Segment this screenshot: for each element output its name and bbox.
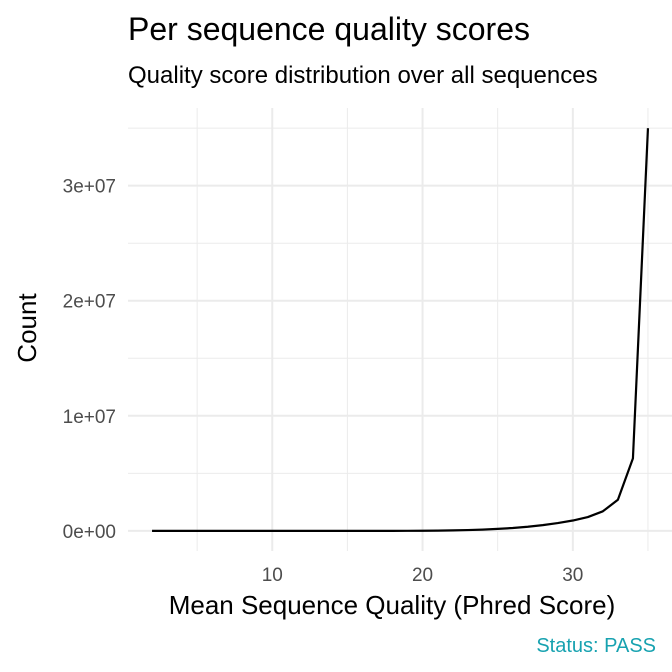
y-tick-label: 2e+07: [63, 292, 116, 313]
x-tick-label: 10: [262, 565, 283, 586]
x-tick-label: 20: [412, 565, 433, 586]
chart-title: Per sequence quality scores: [128, 11, 530, 47]
y-tick-label: 1e+07: [63, 407, 116, 428]
status-caption: Status: PASS: [536, 635, 656, 657]
plot-area: [152, 128, 650, 532]
y-tick-label: 0e+00: [63, 522, 116, 543]
x-axis-title: Mean Sequence Quality (Phred Score): [169, 590, 616, 620]
y-axis-title: Count: [12, 293, 42, 363]
x-tick-label: 30: [562, 565, 583, 586]
grid: [128, 108, 672, 551]
y-tick-label: 3e+07: [63, 177, 116, 198]
tick-labels: 10 20 30 0e+00 1e+07 2e+07 3e+07: [63, 177, 584, 586]
series-line: [152, 128, 650, 532]
chart-subtitle: Quality score distribution over all sequ…: [128, 62, 598, 89]
